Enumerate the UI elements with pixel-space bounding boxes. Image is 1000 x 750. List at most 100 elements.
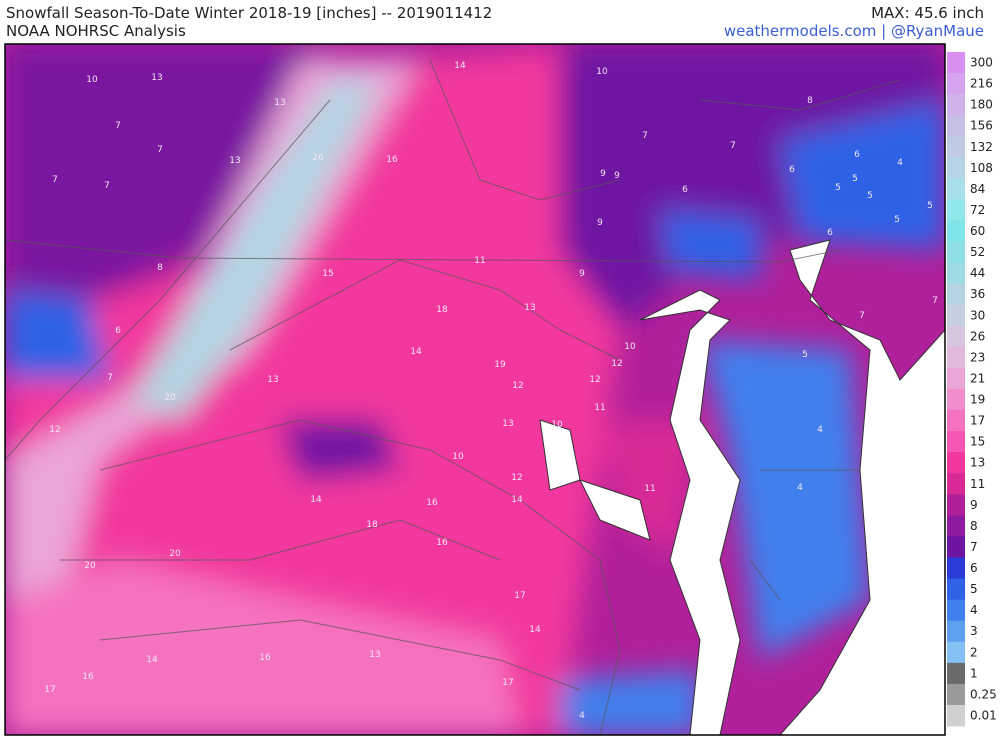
map-label: 14 xyxy=(146,655,158,665)
map-label: 14 xyxy=(454,61,466,71)
colorbar-label: 44 xyxy=(970,266,985,280)
map-label: 5 xyxy=(927,201,933,211)
map-label: 17 xyxy=(514,591,525,601)
map-label: 7 xyxy=(104,181,110,191)
map-label: 14 xyxy=(310,495,322,505)
colorbar-swatch xyxy=(947,325,965,348)
colorbar-swatch xyxy=(947,599,965,622)
map-label: 5 xyxy=(835,183,841,193)
colorbar-label: 11 xyxy=(970,477,985,491)
colorbar-swatch xyxy=(947,304,965,327)
map-label: 10 xyxy=(624,342,636,352)
colorbar-swatch xyxy=(947,641,965,664)
colorbar: 3002161801561321088472605244363026232119… xyxy=(947,52,997,727)
colorbar-label: 156 xyxy=(970,119,993,133)
map-label: 14 xyxy=(511,495,523,505)
map-label: 6 xyxy=(115,326,121,336)
map-label: 4 xyxy=(897,158,903,168)
map-label: 16 xyxy=(386,155,398,165)
snow-field xyxy=(5,44,945,735)
map-label: 18 xyxy=(366,520,378,530)
colorbar-label: 21 xyxy=(970,371,985,385)
map-label: 10 xyxy=(452,452,464,462)
colorbar-label: 36 xyxy=(970,287,985,301)
map-label: 10 xyxy=(596,67,608,77)
colorbar-swatch xyxy=(947,262,965,285)
colorbar-swatch xyxy=(947,346,965,369)
map-label: 18 xyxy=(436,305,448,315)
colorbar-swatch xyxy=(947,389,965,411)
map-label: 9 xyxy=(614,171,620,181)
colorbar-label: 30 xyxy=(970,308,985,322)
colorbar-swatch xyxy=(947,199,965,221)
map-label: 9 xyxy=(600,169,606,179)
colorbar-label: 2 xyxy=(970,645,978,659)
map-label: 19 xyxy=(494,360,506,370)
map-frame xyxy=(4,43,946,736)
colorbar-swatch xyxy=(947,557,965,580)
map-label: 20 xyxy=(84,561,96,571)
map-label: 7 xyxy=(730,141,736,151)
map-label: 12 xyxy=(512,381,523,391)
map-label: 12 xyxy=(589,375,600,385)
colorbar-label: 19 xyxy=(970,393,985,407)
map-label: 6 xyxy=(827,228,833,238)
colorbar-label: 8 xyxy=(970,519,978,533)
colorbar-label: 216 xyxy=(970,77,993,91)
map-label: 11 xyxy=(644,484,655,494)
max-value: MAX: 45.6 inch xyxy=(871,4,984,22)
map-label: 7 xyxy=(115,121,121,131)
map-label: 13 xyxy=(369,650,380,660)
colorbar-swatch xyxy=(947,473,965,495)
colorbar-swatch xyxy=(947,178,965,200)
colorbar-label: 1 xyxy=(970,666,978,680)
colorbar-label: 4 xyxy=(970,603,978,617)
map-label: 12 xyxy=(611,359,622,369)
colorbar-label: 23 xyxy=(970,350,985,364)
map-label: 13 xyxy=(502,419,513,429)
map-label: 15 xyxy=(322,269,333,279)
map-label: 4 xyxy=(797,483,803,493)
colorbar-label: 13 xyxy=(970,456,985,470)
map-label: 8 xyxy=(807,96,813,106)
colorbar-swatch xyxy=(947,136,965,158)
colorbar-label: 7 xyxy=(970,540,978,554)
map-label: 17 xyxy=(44,685,55,695)
colorbar-swatch xyxy=(947,94,965,116)
map-label: 12 xyxy=(49,425,60,435)
map-label: 5 xyxy=(894,215,900,225)
colorbar-swatch xyxy=(947,115,965,137)
colorbar-swatch xyxy=(947,704,965,727)
title: Snowfall Season-To-Date Winter 2018-19 [… xyxy=(6,4,493,22)
colorbar-swatch xyxy=(947,536,965,558)
map-label: 10 xyxy=(86,75,98,85)
map-label: 7 xyxy=(107,373,113,383)
map-label: 13 xyxy=(274,98,285,108)
map-label: 14 xyxy=(410,347,422,357)
map-label: 9 xyxy=(579,269,585,279)
colorbar-swatch xyxy=(947,452,965,474)
map-label: 4 xyxy=(817,425,823,435)
colorbar-swatch xyxy=(947,620,965,643)
colorbar-swatch xyxy=(947,220,965,243)
map-label: 5 xyxy=(852,174,858,184)
colorbar-swatch xyxy=(947,431,965,453)
colorbar-label: 108 xyxy=(970,161,993,175)
colorbar-label: 26 xyxy=(970,329,985,343)
map-label: 6 xyxy=(789,165,795,175)
map-label: 7 xyxy=(157,145,163,155)
colorbar-label: 52 xyxy=(970,245,985,259)
colorbar-label: 3 xyxy=(970,624,978,638)
map-label: 12 xyxy=(511,473,522,483)
colorbar-swatch xyxy=(947,367,965,390)
map-label: 26 xyxy=(312,153,324,163)
colorbar-label: 5 xyxy=(970,582,978,596)
map-label: 7 xyxy=(52,175,58,185)
map-label: 8 xyxy=(157,263,163,273)
colorbar-swatch xyxy=(947,73,965,95)
map-label: 10 xyxy=(551,420,563,430)
colorbar-label: 84 xyxy=(970,182,985,196)
credit[interactable]: weathermodels.com | @RyanMaue xyxy=(723,22,984,40)
